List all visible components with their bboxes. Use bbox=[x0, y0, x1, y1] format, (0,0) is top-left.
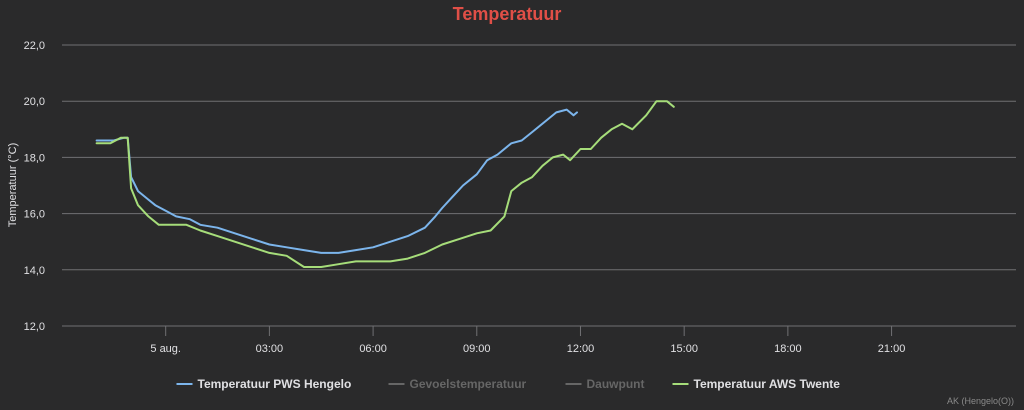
y-tick-label: 12,0 bbox=[24, 321, 45, 333]
chart-credits: AK (Hengelo(O)) bbox=[947, 396, 1014, 406]
x-tick-label: 18:00 bbox=[774, 343, 802, 355]
legend-item[interactable]: Temperatuur PWS Hengelo bbox=[176, 377, 352, 391]
x-axis-ticks: 5 aug. 03:00 06:00 09:00 12:00 15:00 18:00 21:0… bbox=[150, 326, 905, 355]
x-tick-label: 06:00 bbox=[359, 343, 387, 355]
legend-label: Dauwpunt bbox=[587, 377, 645, 391]
legend-label: Temperatuur PWS Hengelo bbox=[198, 377, 352, 391]
y-axis-ticks: 12,0 14,0 16,0 18,0 20,0 22,0 bbox=[24, 40, 45, 333]
legend-item[interactable]: Temperatuur AWS Twente bbox=[672, 377, 841, 391]
series-lines bbox=[95, 100, 675, 268]
y-tick-label: 22,0 bbox=[24, 40, 45, 52]
series-line bbox=[95, 108, 578, 254]
y-tick-label: 14,0 bbox=[24, 265, 45, 277]
grid-lines bbox=[62, 44, 1016, 327]
x-tick-label: 09:00 bbox=[463, 343, 491, 355]
legend-label: Temperatuur AWS Twente bbox=[694, 377, 841, 391]
legend-item[interactable]: Dauwpunt bbox=[565, 377, 645, 391]
x-tick-label: 21:00 bbox=[878, 343, 906, 355]
y-axis-label: Temperatuur (°C) bbox=[7, 143, 19, 227]
y-tick-label: 18,0 bbox=[24, 152, 45, 164]
legend-label: Gevoelstemperatuur bbox=[410, 377, 527, 391]
x-tick-label: 5 aug. bbox=[150, 343, 181, 355]
series-line bbox=[95, 100, 675, 268]
x-tick-label: 03:00 bbox=[256, 343, 284, 355]
y-tick-label: 16,0 bbox=[24, 209, 45, 221]
x-tick-label: 12:00 bbox=[567, 343, 595, 355]
y-tick-label: 20,0 bbox=[24, 96, 45, 108]
legend-item[interactable]: Gevoelstemperatuur bbox=[388, 377, 527, 391]
x-tick-label: 15:00 bbox=[670, 343, 698, 355]
chart-title: Temperatuur bbox=[453, 4, 562, 24]
legend: Temperatuur PWS Hengelo Gevoelstemperatuu… bbox=[176, 377, 841, 391]
